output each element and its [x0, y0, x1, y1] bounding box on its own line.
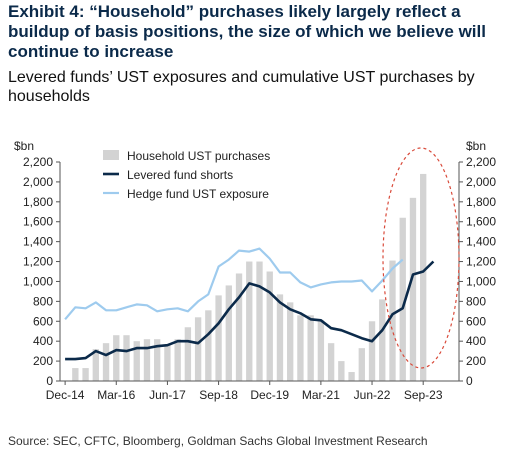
y-tick-label-right: 0: [466, 374, 473, 388]
bar: [205, 310, 212, 381]
bar: [338, 361, 345, 381]
source-note: Source: SEC, CFTC, Bloomberg, Goldman Sa…: [8, 434, 428, 448]
bar: [246, 261, 253, 381]
bar: [348, 372, 355, 381]
y-tick-label-right: 1,600: [466, 215, 496, 229]
hedge-fund-exposure-line: [64, 247, 404, 321]
y-tick-label-right: 200: [466, 354, 486, 368]
axes: 0 0 200 200 400 400 600 600 800 800 1,000 1,000 1,20…: [14, 139, 496, 402]
legend: Household UST purchases Levered fund shor…: [103, 149, 270, 201]
bar: [72, 368, 79, 381]
bar: [143, 339, 151, 381]
y-tick-label-right: 400: [466, 334, 486, 348]
y-axis-unit-left: $bn: [14, 139, 34, 153]
y-tick-label-right: 600: [466, 314, 486, 328]
bar: [276, 294, 284, 381]
bar: [154, 339, 161, 381]
bar: [174, 339, 181, 381]
x-tick-label: Sep-23: [404, 388, 443, 402]
x-tick-label: Jun-22: [354, 388, 391, 402]
bar: [225, 285, 232, 381]
y-tick-label-left: 1,800: [23, 195, 53, 209]
bar: [194, 317, 202, 381]
x-tick-label: Dec-19: [250, 388, 289, 402]
legend-label: Levered fund shorts: [127, 168, 233, 182]
bar: [113, 335, 120, 381]
y-tick-label-left: 2,000: [23, 175, 53, 189]
bar: [409, 197, 417, 381]
legend-swatch-bars: [103, 150, 119, 160]
y-tick-label-left: 200: [33, 354, 53, 368]
bar: [307, 315, 314, 381]
x-tick-label: Mar-16: [97, 388, 135, 402]
y-tick-label-left: 1,600: [23, 215, 53, 229]
bar: [133, 341, 140, 381]
levered-fund-shorts-line: [65, 260, 435, 361]
y-tick-label-right: 1,200: [466, 255, 496, 269]
legend-label: Hedge fund UST exposure: [127, 187, 269, 201]
y-tick-label-right: 2,200: [466, 155, 496, 169]
bar: [235, 273, 243, 381]
annotation: [382, 147, 460, 369]
y-tick-label-left: 1,400: [23, 235, 53, 249]
bar: [123, 335, 130, 381]
legend-label: Household UST purchases: [127, 149, 270, 163]
bar: [420, 173, 427, 381]
bar: [287, 302, 294, 381]
bar: [184, 327, 192, 381]
y-tick-label-left: 1,000: [23, 274, 53, 288]
bar: [164, 345, 171, 381]
bar: [379, 299, 386, 381]
y-tick-label-right: 1,000: [466, 274, 496, 288]
bars-series: [72, 173, 427, 381]
bar: [82, 368, 89, 381]
y-tick-label-left: 400: [33, 334, 53, 348]
y-tick-label-right: 1,800: [466, 195, 496, 209]
bar: [297, 315, 304, 381]
y-tick-label-right: 2,000: [466, 175, 496, 189]
x-tick-label: Mar-21: [302, 388, 340, 402]
x-tick-label: Jun-17: [149, 388, 186, 402]
bar: [102, 343, 110, 381]
bar: [256, 261, 263, 381]
highlight-ellipse: [382, 147, 460, 369]
bar: [399, 217, 406, 381]
lines-series: [64, 247, 435, 361]
y-tick-label-right: 800: [466, 294, 486, 308]
bar: [92, 349, 99, 381]
bar: [317, 320, 325, 381]
bar: [368, 321, 376, 381]
x-tick-label: Dec-14: [46, 388, 85, 402]
y-tick-label-left: 2,200: [23, 155, 53, 169]
bar: [266, 271, 273, 381]
bar: [327, 343, 335, 381]
y-axis-unit-right: $bn: [466, 139, 486, 153]
chart-subtitle: Levered funds’ UST exposures and cumulat…: [8, 69, 475, 105]
y-tick-label-left: 1,200: [23, 255, 53, 269]
y-tick-label-right: 1,400: [466, 235, 496, 249]
y-tick-label-left: 800: [33, 294, 53, 308]
y-tick-label-left: 600: [33, 314, 53, 328]
bar: [389, 260, 396, 381]
y-tick-label-left: 0: [46, 374, 53, 388]
bar: [215, 295, 222, 381]
bar: [358, 348, 365, 381]
x-tick-label: Sep-18: [199, 388, 238, 402]
chart-title: Exhibit 4: “Household” purchases likely …: [8, 2, 486, 61]
